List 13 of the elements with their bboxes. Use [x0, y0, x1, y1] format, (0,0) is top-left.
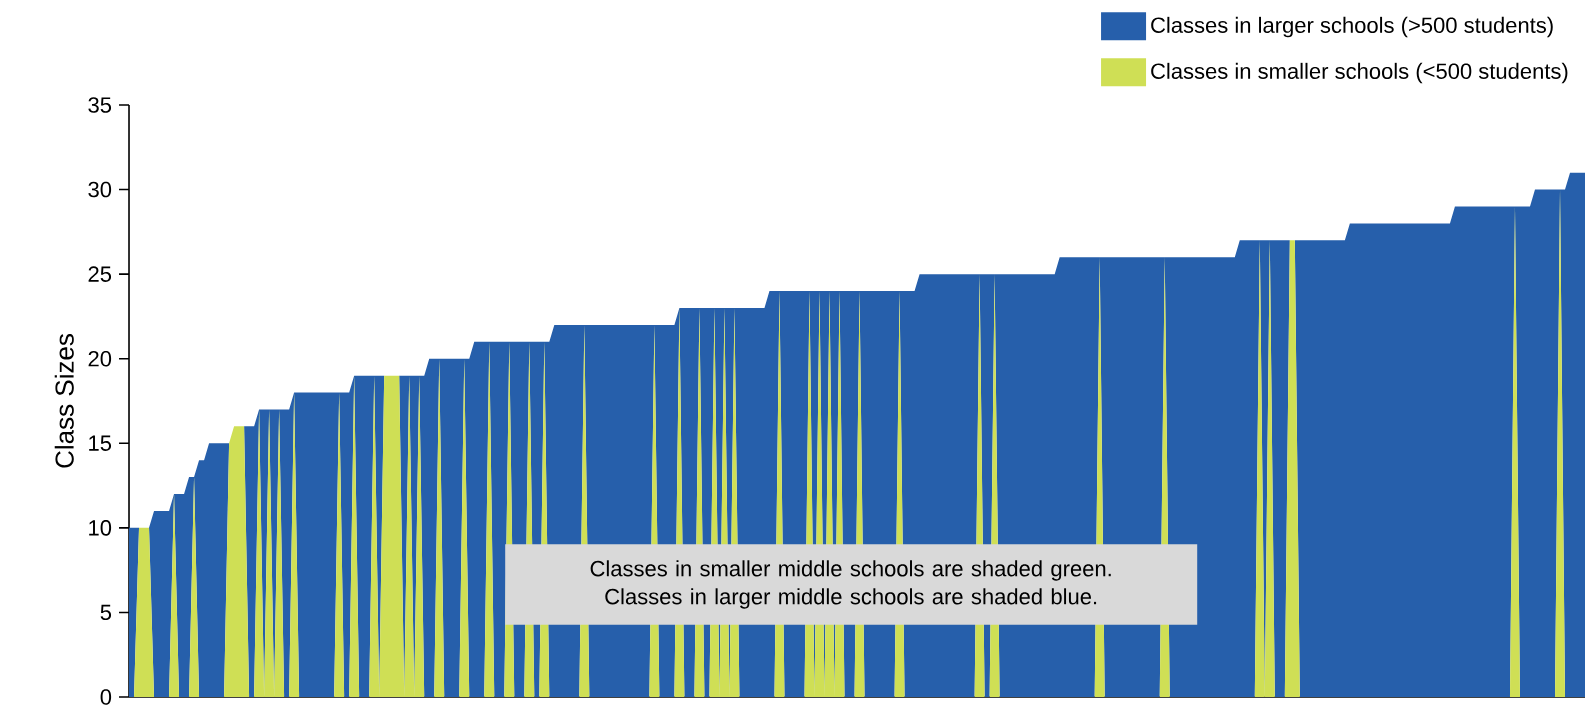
y-tick-label: 10 [89, 520, 112, 536]
y-tick-label: 5 [100, 604, 112, 621]
y-tick-label: 0 [100, 689, 112, 705]
y-tick-label: 30 [88, 181, 112, 198]
y-tick-label: 20 [88, 350, 112, 367]
annotation: Classes in smaller middle schools are shaded green. [590, 560, 1111, 581]
annotation: Classes in larger middle schools are shaded blue. [605, 588, 1097, 609]
y-tick-label: 15 [89, 435, 112, 451]
legend-label: Classes in larger schools (>500 students) [1151, 16, 1553, 38]
y-tick-label: 25 [88, 266, 112, 282]
y-axis-title: Class Sizes [54, 334, 74, 468]
y-tick-label: 35 [88, 97, 112, 113]
legend-label: Classes in smaller schools (<500 students) [1151, 62, 1568, 84]
